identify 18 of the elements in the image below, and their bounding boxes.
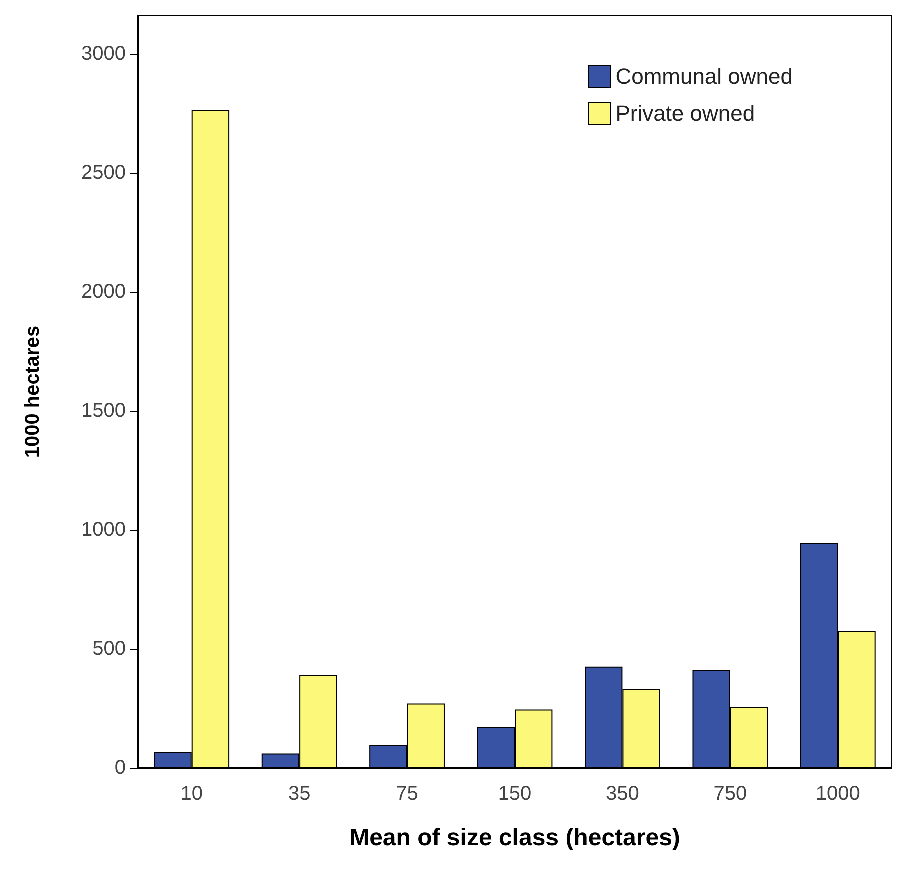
y-tick-label: 1000 [82,519,126,542]
x-tick-label: 750 [714,783,748,805]
x-axis-title: Mean of size class (hectares) [350,824,680,852]
legend-label: Private owned [616,101,756,126]
y-tick-label: 0 [114,757,126,779]
y-axis-title: 1000 hectares [22,326,44,458]
x-tick-label: 1000 [816,783,860,805]
legend-label: Communal owned [616,64,793,89]
x-tick-label: 10 [180,783,203,805]
x-tick-label: 150 [498,783,532,805]
y-tick-label: 2500 [82,162,126,184]
x-tick-label: 350 [606,783,640,805]
y-tick-label: 2000 [82,281,126,304]
y-tick-label: 3000 [82,43,126,66]
x-tick-label: 35 [288,783,311,805]
y-tick-label: 500 [92,638,126,660]
x-tick-label: 75 [396,783,418,805]
y-tick-label: 1500 [82,400,126,422]
